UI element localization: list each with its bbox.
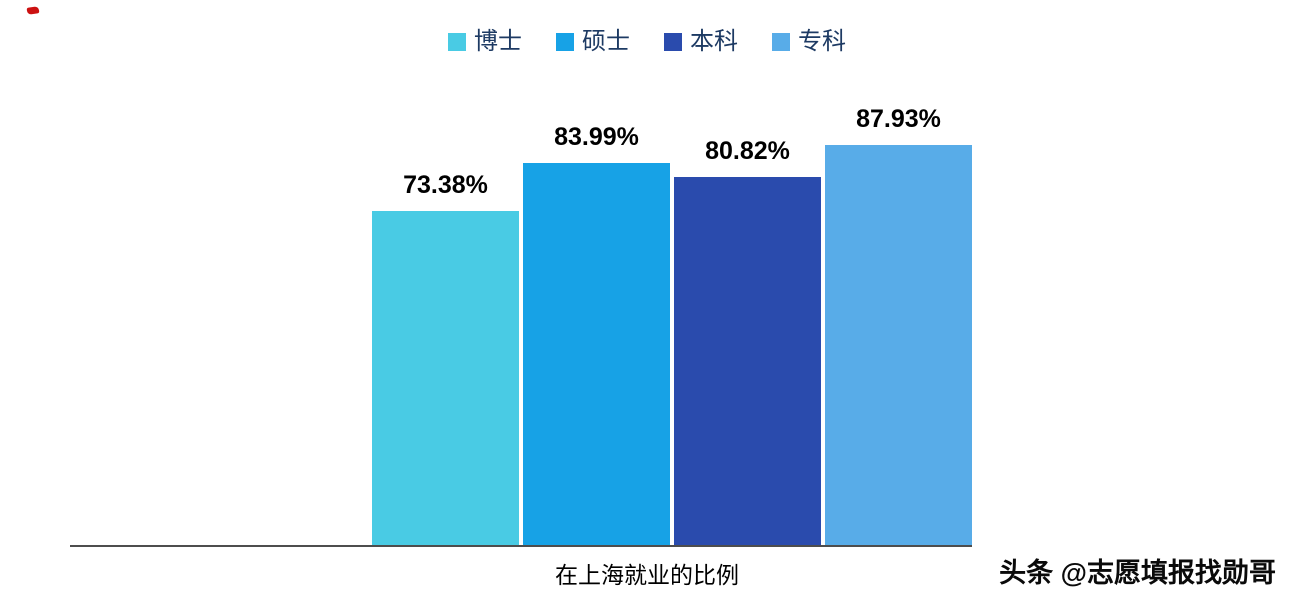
red-corner-mark (26, 6, 40, 15)
x-axis-title: 在上海就业的比例 (555, 563, 739, 588)
legend-swatch-icon (448, 33, 466, 51)
legend-swatch-icon (556, 33, 574, 51)
chart-legend: 博士 硕士 本科 专科 (0, 30, 1294, 54)
bar-1 (372, 211, 519, 545)
legend-label: 本科 (690, 29, 738, 55)
bar-value-label: 73.38% (403, 171, 488, 199)
legend-label: 硕士 (582, 29, 630, 55)
legend-label: 博士 (474, 29, 522, 55)
bar-column-4: 87.93% (825, 90, 972, 545)
x-axis-line (70, 545, 972, 547)
bar-column-1: 73.38% (372, 90, 519, 545)
bar-2 (523, 163, 670, 545)
legend-swatch-icon (664, 33, 682, 51)
legend-item-1: 博士 (448, 30, 522, 54)
legend-item-4: 专科 (772, 30, 846, 54)
bar-value-label: 87.93% (856, 105, 941, 133)
legend-item-2: 硕士 (556, 30, 630, 54)
bar-3 (674, 177, 821, 545)
legend-label: 专科 (798, 29, 846, 55)
bar-column-2: 83.99% (523, 90, 670, 545)
bar-plot-area: 73.38% 83.99% 80.82% 87.93% (372, 90, 972, 545)
bar-4 (825, 145, 972, 545)
bar-value-label: 83.99% (554, 123, 639, 151)
legend-item-3: 本科 (664, 30, 738, 54)
legend-swatch-icon (772, 33, 790, 51)
bar-column-3: 80.82% (674, 90, 821, 545)
bar-value-label: 80.82% (705, 137, 790, 165)
watermark-text: 头条 @志愿填报找勋哥 (999, 558, 1276, 588)
